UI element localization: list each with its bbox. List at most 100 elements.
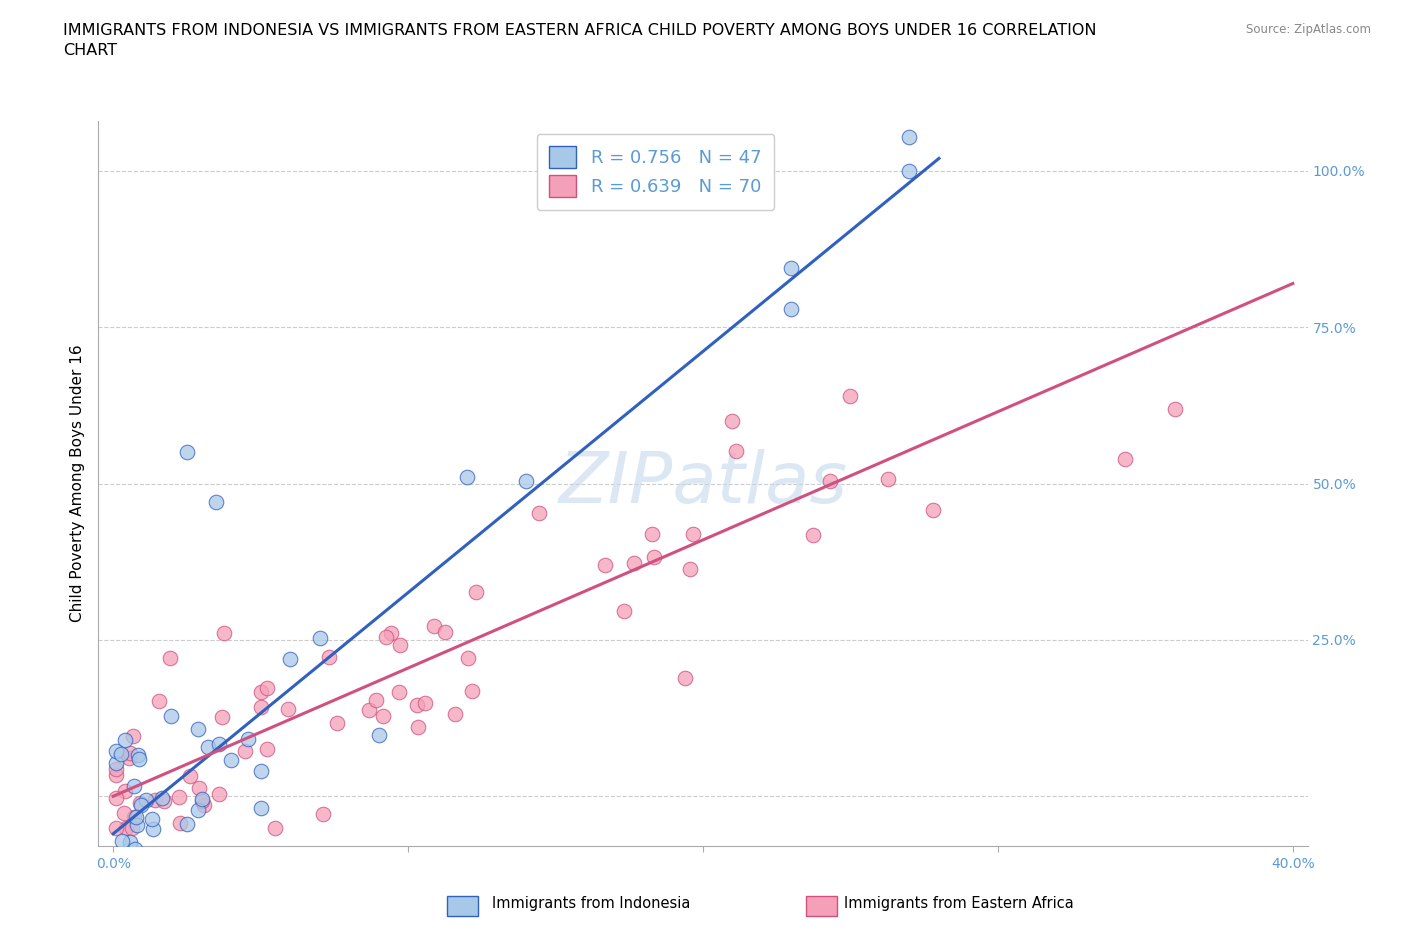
Point — [176, 445, 198, 459]
Point — [641, 526, 664, 541]
Point — [721, 414, 744, 429]
Point — [159, 709, 181, 724]
Point — [238, 732, 260, 747]
Point — [308, 630, 330, 644]
Point — [780, 260, 803, 275]
Point — [111, 834, 134, 849]
Point — [375, 630, 398, 644]
Point — [249, 699, 271, 714]
Point — [176, 817, 198, 831]
Point — [725, 443, 748, 458]
Point — [820, 474, 842, 489]
Point — [1164, 401, 1187, 416]
Legend: R = 0.756   N = 47, R = 0.639   N = 70: R = 0.756 N = 47, R = 0.639 N = 70 — [537, 134, 775, 210]
Point — [188, 780, 211, 795]
Point — [277, 701, 299, 716]
Point — [388, 684, 411, 699]
Point — [278, 652, 301, 667]
Point — [457, 651, 479, 666]
Point — [623, 555, 645, 570]
Point — [679, 562, 702, 577]
Point — [801, 528, 824, 543]
Point — [413, 696, 436, 711]
Point — [613, 604, 636, 618]
Point — [167, 790, 190, 804]
Point — [120, 746, 142, 761]
Text: ZIPatlas: ZIPatlas — [558, 449, 848, 518]
Text: Source: ZipAtlas.com: Source: ZipAtlas.com — [1246, 23, 1371, 36]
Point — [169, 815, 191, 830]
Point — [118, 751, 141, 765]
Point — [205, 495, 228, 510]
Point — [673, 671, 696, 685]
Point — [148, 693, 170, 708]
Point — [364, 692, 387, 707]
Point — [208, 737, 231, 751]
Point — [187, 722, 209, 737]
Point — [357, 702, 380, 717]
Point — [422, 618, 444, 633]
Point — [256, 741, 278, 756]
Point — [233, 743, 256, 758]
Point — [326, 716, 349, 731]
Point — [406, 719, 429, 734]
Point — [128, 751, 150, 766]
Point — [114, 784, 136, 799]
Point — [187, 803, 209, 817]
Point — [127, 901, 149, 916]
Point — [152, 794, 174, 809]
Point — [898, 164, 921, 179]
Point — [105, 820, 128, 835]
Point — [105, 767, 128, 782]
Point — [107, 895, 129, 910]
Point — [125, 818, 148, 833]
Point — [406, 698, 429, 712]
Point — [444, 707, 467, 722]
Point — [150, 790, 173, 805]
Point — [127, 748, 149, 763]
Point — [190, 791, 212, 806]
Point — [208, 787, 231, 802]
Point — [121, 820, 143, 835]
Point — [125, 809, 148, 824]
Point — [112, 847, 135, 862]
Point — [121, 728, 143, 743]
Text: Immigrants from Indonesia: Immigrants from Indonesia — [492, 897, 690, 911]
Point — [124, 842, 146, 857]
Point — [898, 129, 921, 144]
Text: Immigrants from Eastern Africa: Immigrants from Eastern Africa — [844, 897, 1073, 911]
Point — [105, 790, 128, 805]
Point — [1114, 451, 1136, 466]
Point — [159, 651, 181, 666]
Point — [120, 834, 142, 849]
Point — [142, 821, 165, 836]
Point — [434, 625, 457, 640]
Point — [122, 809, 145, 824]
Point — [529, 505, 551, 520]
Point — [105, 755, 128, 770]
Point — [593, 557, 616, 572]
Point — [373, 709, 395, 724]
Point — [105, 743, 128, 758]
Point — [380, 625, 402, 640]
Point — [922, 502, 945, 517]
Point — [193, 797, 215, 812]
Point — [249, 801, 271, 816]
Point — [128, 796, 150, 811]
Point — [179, 768, 201, 783]
Point — [124, 779, 146, 794]
Point — [249, 764, 271, 778]
Point — [118, 862, 141, 877]
Point — [131, 797, 153, 812]
Point — [190, 793, 212, 808]
Point — [264, 820, 287, 835]
Point — [105, 879, 128, 894]
Point — [118, 870, 141, 884]
Point — [115, 820, 138, 835]
Point — [312, 807, 335, 822]
Text: IMMIGRANTS FROM INDONESIA VS IMMIGRANTS FROM EASTERN AFRICA CHILD POVERTY AMONG : IMMIGRANTS FROM INDONESIA VS IMMIGRANTS … — [63, 23, 1097, 58]
Point — [318, 649, 340, 664]
Point — [839, 389, 862, 404]
Point — [256, 681, 278, 696]
Point — [877, 472, 900, 486]
